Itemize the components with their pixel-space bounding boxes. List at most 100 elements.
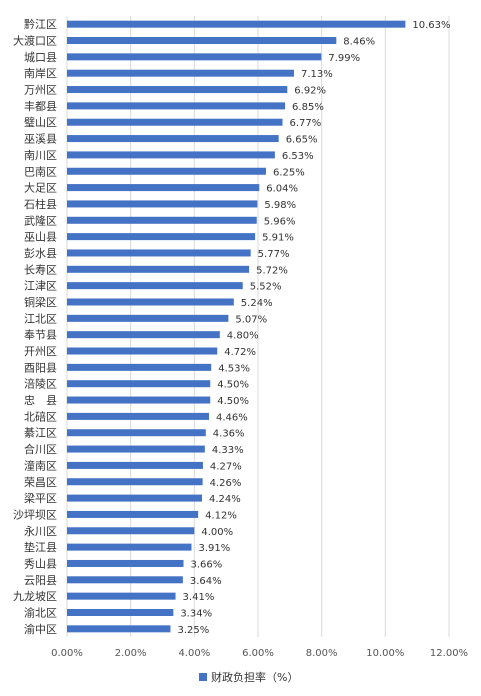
x-tick-label: 2.00% [115,648,147,659]
category-label: 南岸区 [24,67,57,80]
category-label: 合川区 [24,442,57,456]
bar [67,216,257,224]
bar [67,396,211,404]
bar [67,625,171,633]
value-label: 5.72% [256,265,288,276]
value-label: 4.26% [210,478,242,489]
category-label: 綦江区 [24,427,57,440]
bar [67,233,256,241]
x-tick-label: 10.00% [366,648,404,659]
category-label: 石柱县 [24,197,57,211]
value-label: 10.63% [412,20,450,31]
bar [67,363,212,371]
bar [67,429,206,437]
category-label: 梁平区 [24,491,57,505]
bar [67,478,203,486]
x-tick-label: 0.00% [51,648,83,659]
bar [67,608,174,616]
x-axis-tick-labels: 0.00% 2.00% 4.00% 6.00% 8.00% 10.00% 12.00% [51,648,468,659]
bar [67,347,218,355]
bar [67,445,205,453]
category-label: 荣昌区 [24,476,57,489]
category-label: 奉节县 [24,328,57,342]
value-label: 6.65% [286,135,318,146]
value-label: 5.98% [264,200,296,211]
bar [67,86,288,94]
bar [67,20,406,28]
legend: 财政负担率（%） [199,670,298,684]
category-label: 江津区 [24,280,57,293]
bar [67,576,183,584]
bar [67,543,192,551]
category-label: 南川区 [24,149,57,162]
value-label: 5.07% [235,314,267,325]
value-label: 4.36% [213,429,245,440]
category-label: 酉阳县 [24,361,57,374]
legend-swatch [199,673,207,681]
value-label: 5.52% [250,282,282,293]
value-label: 6.25% [273,167,305,178]
legend-label: 财政负担率（%） [211,670,298,684]
category-label: 开州区 [24,345,57,358]
category-label: 九龙坡区 [13,590,57,603]
category-label: 万州区 [24,84,57,97]
bar [67,102,286,110]
value-label: 4.33% [212,445,244,456]
value-label: 7.13% [301,69,333,80]
value-label: 4.12% [205,510,237,521]
value-label: 6.04% [266,184,298,195]
category-label: 北碚区 [24,409,57,423]
category-label: 沙坪坝区 [13,507,57,521]
category-label: 彭水县 [24,246,57,260]
value-label: 5.77% [258,249,290,260]
value-label: 4.27% [210,461,242,472]
bar [67,314,229,322]
bar [67,331,220,339]
bar [67,412,209,420]
category-label: 铜梁区 [24,295,57,309]
value-label: 5.24% [241,298,273,309]
value-label: 4.72% [224,347,256,358]
value-label: 6.85% [292,102,324,113]
value-label: 8.46% [343,37,375,48]
x-tick-label: 6.00% [242,648,274,659]
value-label: 3.91% [198,543,230,554]
bar [67,135,279,143]
category-label: 渝中区 [24,622,57,636]
value-label: 4.53% [218,363,250,374]
bar [67,527,195,535]
bar [67,559,184,567]
category-label: 江北区 [24,312,57,325]
value-label: 3.41% [183,592,215,603]
value-label: 5.91% [262,233,294,244]
x-tick-label: 12.00% [430,648,468,659]
value-label: 6.53% [282,151,314,162]
category-label: 黔江区 [24,17,57,31]
bar [67,494,202,502]
category-label: 城口县 [24,51,57,64]
x-tick-label: 4.00% [178,648,210,659]
bar [67,592,176,600]
category-label: 长寿区 [24,262,57,276]
value-label: 3.34% [180,608,212,619]
bar [67,167,266,175]
category-labels: 黔江区大渡口区城口县南岸区万州区丰都县璧山区巫溪县南川区巴南区大足区石柱县武隆区… [13,17,57,636]
value-label: 3.66% [191,559,223,570]
category-label: 忠 县 [24,394,57,407]
value-label: 6.77% [290,118,322,129]
value-label: 4.50% [217,396,249,407]
value-label: 7.99% [328,53,360,64]
x-tick-label: 8.00% [306,648,338,659]
category-label: 大足区 [24,181,57,195]
value-label: 5.96% [264,216,296,227]
bar [67,282,243,290]
bar [67,265,250,273]
category-label: 巴南区 [24,165,57,178]
category-label: 渝北区 [24,605,57,619]
category-label: 武隆区 [24,213,57,227]
bar [67,380,211,388]
value-label: 4.24% [209,494,241,505]
value-label: 4.46% [216,412,248,423]
value-label: 3.64% [190,576,222,587]
category-label: 璧山区 [24,115,57,129]
